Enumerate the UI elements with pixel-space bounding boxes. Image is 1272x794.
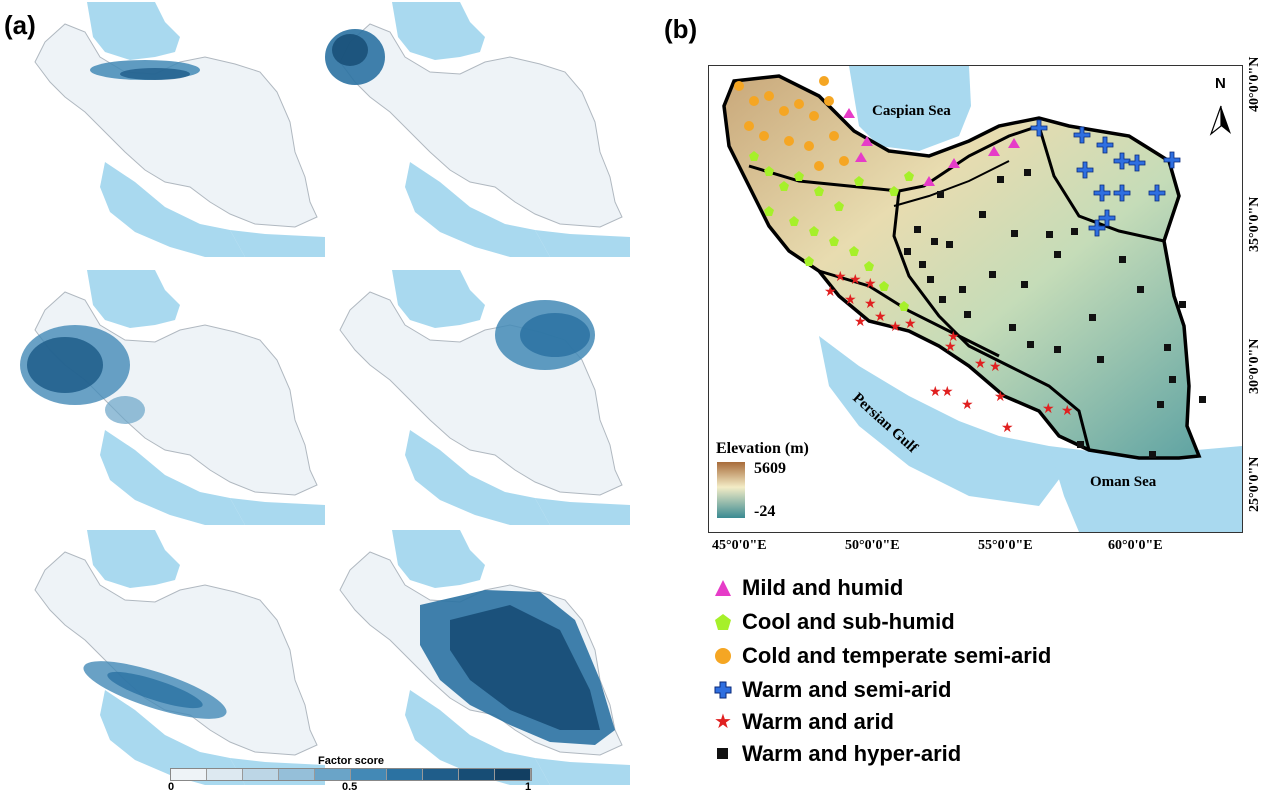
- colorbar-step-4: [315, 769, 351, 780]
- lat-label-40: 40°0'0"N: [1247, 57, 1263, 112]
- caspian-sea-label: Caspian Sea: [872, 103, 951, 120]
- legend-item-cold-semiarid: Cold and temperate semi-arid: [710, 641, 1051, 671]
- circle-icon: [710, 643, 736, 669]
- svg-text:★: ★: [941, 383, 954, 399]
- cross-icon: [710, 677, 736, 703]
- colorbar-step-8: [459, 769, 495, 780]
- svg-text:★: ★: [994, 388, 1007, 404]
- factor-map-4: [310, 270, 630, 525]
- lat-label-35: 35°0'0"N: [1247, 197, 1263, 252]
- svg-text:★: ★: [824, 283, 837, 299]
- svg-text:★: ★: [1061, 402, 1074, 418]
- elevation-title: Elevation (m): [716, 440, 809, 458]
- svg-text:★: ★: [904, 315, 917, 331]
- legend-item-cool-subhumid: Cool and sub-humid: [710, 607, 955, 637]
- colorbar-step-3: [279, 769, 315, 780]
- svg-text:★: ★: [989, 358, 1002, 374]
- triangle-icon: [710, 575, 736, 601]
- lon-label-50: 50°0'0"E: [845, 538, 900, 554]
- lon-label-60: 60°0'0"E: [1108, 538, 1163, 554]
- north-label: N: [1215, 75, 1226, 92]
- north-arrow-icon: [1211, 106, 1231, 134]
- oman-sea-label: Oman Sea: [1090, 474, 1156, 491]
- colorbar-step-5: [351, 769, 387, 780]
- factor-map-2: [310, 2, 630, 257]
- elevation-colorbar: [717, 462, 745, 518]
- colorbar-tick-1: 1: [525, 781, 531, 793]
- legend-item-mild-humid: Mild and humid: [710, 573, 903, 603]
- legend-label: Mild and humid: [742, 575, 903, 601]
- lat-label-30: 30°0'0"N: [1247, 339, 1263, 394]
- svg-text:★: ★: [1042, 400, 1055, 416]
- colorbar-step-9: [495, 769, 531, 780]
- svg-text:★: ★: [874, 308, 887, 324]
- pentagon-icon: [710, 609, 736, 635]
- factor-map-5: [5, 530, 325, 785]
- legend-label: Warm and semi-arid: [742, 677, 951, 703]
- factor-map-6: [310, 530, 630, 785]
- colorbar-step-6: [387, 769, 423, 780]
- svg-text:★: ★: [844, 291, 857, 307]
- svg-text:★: ★: [889, 318, 902, 334]
- colorbar-step-7: [423, 769, 459, 780]
- colorbar-title: Factor score: [318, 755, 384, 767]
- svg-text:★: ★: [864, 275, 877, 291]
- legend-item-warm-arid: ★ Warm and arid: [710, 707, 894, 737]
- svg-text:★: ★: [929, 383, 942, 399]
- factor-map-3: [5, 270, 325, 525]
- legend-label: Warm and arid: [742, 709, 894, 735]
- star-icon: ★: [710, 709, 736, 735]
- lat-label-25: 25°0'0"N: [1247, 457, 1263, 512]
- svg-text:★: ★: [961, 396, 974, 412]
- colorbar-step-0: [171, 769, 207, 780]
- svg-text:★: ★: [834, 268, 847, 284]
- factor-map-1: [5, 2, 325, 257]
- svg-text:★: ★: [849, 271, 862, 287]
- legend-label: Cold and temperate semi-arid: [742, 643, 1051, 669]
- svg-text:★: ★: [854, 313, 867, 329]
- svg-text:★: ★: [947, 328, 960, 344]
- elevation-min: -24: [754, 503, 775, 521]
- colorbar-tick-mid: 0.5: [342, 781, 357, 793]
- svg-text:★: ★: [1001, 419, 1014, 435]
- panel-b-label: (b): [664, 14, 697, 45]
- legend-item-warm-semiarid: Warm and semi-arid: [710, 675, 951, 705]
- legend-label: Cool and sub-humid: [742, 609, 955, 635]
- legend-item-warm-hyperarid: Warm and hyper-arid: [710, 739, 961, 769]
- colorbar-tick-0: 0: [168, 781, 174, 793]
- colorbar-step-2: [243, 769, 279, 780]
- colorbar: [170, 768, 532, 781]
- square-icon: [710, 741, 736, 767]
- colorbar-step-1: [207, 769, 243, 780]
- climate-zone-map: ★ ★ ★ ★ ★ ★ ★ ★ ★ ★ ★ ★ ★ ★ ★ ★ ★ ★ ★ ★ ★: [708, 65, 1243, 533]
- legend-label: Warm and hyper-arid: [742, 741, 961, 767]
- elevation-max: 5609: [754, 460, 786, 478]
- lon-label-45: 45°0'0"E: [712, 538, 767, 554]
- lon-label-55: 55°0'0"E: [978, 538, 1033, 554]
- svg-text:★: ★: [974, 355, 987, 371]
